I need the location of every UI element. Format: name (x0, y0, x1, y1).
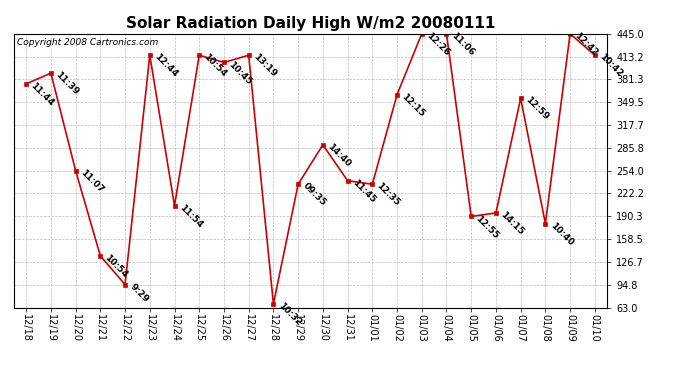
Text: 12:55: 12:55 (474, 214, 501, 240)
Text: 11:07: 11:07 (79, 168, 105, 195)
Text: 12:44: 12:44 (152, 53, 179, 79)
Text: 12:15: 12:15 (400, 92, 426, 118)
Text: 10:32: 10:32 (276, 301, 303, 328)
Text: 14:15: 14:15 (499, 210, 525, 237)
Text: 11:54: 11:54 (177, 203, 204, 229)
Text: 9:29: 9:29 (128, 282, 150, 304)
Text: Copyright 2008 Cartronics.com: Copyright 2008 Cartronics.com (17, 38, 158, 47)
Text: 12:59: 12:59 (524, 96, 550, 122)
Text: 10:45: 10:45 (227, 60, 253, 86)
Text: 14:40: 14:40 (326, 142, 353, 169)
Text: 12:42: 12:42 (573, 31, 600, 58)
Text: 09:35: 09:35 (301, 182, 328, 208)
Text: 11:39: 11:39 (54, 70, 80, 97)
Text: 11:44: 11:44 (29, 81, 56, 108)
Text: 13:19: 13:19 (251, 53, 278, 79)
Text: 12:35: 12:35 (375, 182, 402, 208)
Text: 10:40: 10:40 (548, 221, 575, 248)
Text: 11:06: 11:06 (449, 31, 476, 57)
Text: 12:26: 12:26 (424, 31, 451, 58)
Text: 10:42: 10:42 (598, 53, 624, 79)
Title: Solar Radiation Daily High W/m2 20080111: Solar Radiation Daily High W/m2 20080111 (126, 16, 495, 31)
Text: 10:54: 10:54 (103, 253, 130, 280)
Text: 11:45: 11:45 (351, 178, 377, 205)
Text: 10:54: 10:54 (202, 53, 228, 79)
